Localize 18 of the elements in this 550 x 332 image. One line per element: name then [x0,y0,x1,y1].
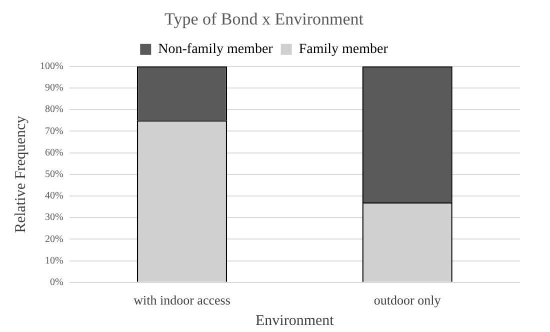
y-tick-label: 60% [44,147,64,158]
legend-label: Family member [298,42,388,58]
y-tick-label: 80% [44,104,64,116]
x-axis-title: Environment [256,312,335,329]
y-tick-label: 70% [44,126,64,137]
y-tick-label: 50% [44,169,64,180]
y-tick-label: 100% [40,61,64,72]
y-tick-label: 10% [44,255,64,266]
chart-title: Type of Bond x Environment [164,10,364,29]
legend-label: Non-family member [158,42,274,58]
y-tick-label: 20% [44,234,64,245]
y-tick-label: 0% [50,277,64,288]
x-tick-label: outdoor only [374,292,442,308]
y-tick-label: 40% [44,190,64,202]
x-tick-label: with indoor access [134,292,230,308]
y-axis-title: Relative Frequency [12,115,29,233]
y-tick-label: 30% [44,212,64,224]
y-tick-label: 90% [44,82,64,94]
